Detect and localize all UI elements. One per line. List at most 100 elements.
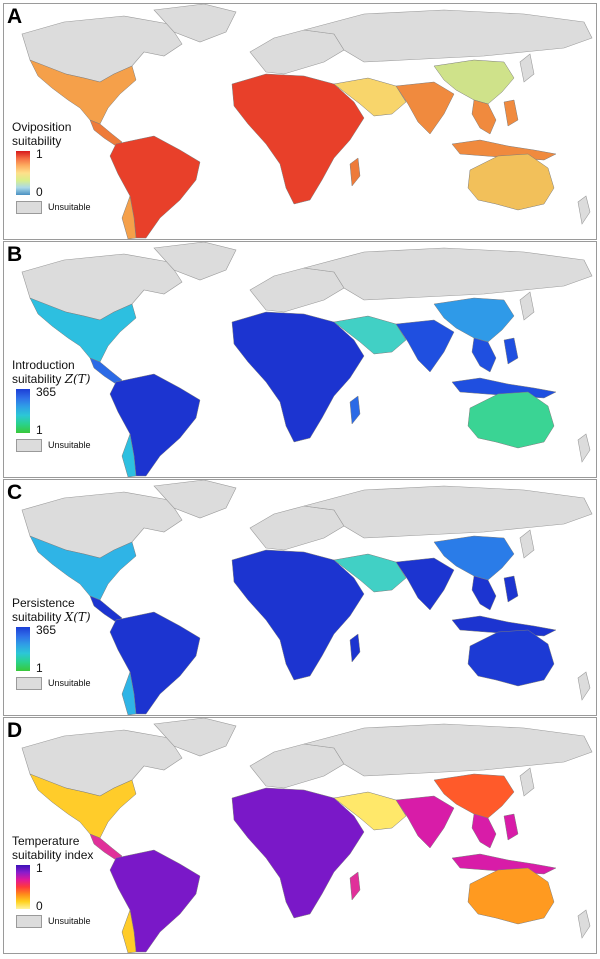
land-madagascar: [349, 871, 361, 901]
land-australia: [467, 867, 555, 925]
color-ramp: [16, 627, 30, 671]
land-india: [395, 319, 455, 373]
land-africa: [231, 549, 365, 681]
land-centralAm: [89, 357, 123, 385]
unsuitable-label: Unsuitable: [48, 916, 91, 926]
world-map: [21, 242, 593, 477]
land-philippines: [503, 575, 519, 603]
world-map: [21, 4, 593, 239]
legend-title: Temperature suitability index: [12, 834, 94, 862]
land-russia-unsuitable: [303, 485, 593, 539]
color-ramp: [16, 389, 30, 433]
unsuitable-label: Unsuitable: [48, 440, 91, 450]
land-australia: [467, 153, 555, 211]
land-asiaSouth: [433, 297, 515, 343]
legend-min-label: 1: [36, 661, 43, 675]
legend-max-label: 1: [36, 147, 43, 161]
panel-letter: B: [7, 243, 23, 266]
land-madagascar: [349, 633, 361, 663]
legend-min-label: 1: [36, 423, 43, 437]
land-indonesia: [451, 377, 557, 399]
legend-min-label: 0: [36, 899, 43, 913]
unsuitable-swatch: [16, 439, 42, 452]
legend: Persistence suitability X(T) 365 1 Unsuitabl…: [12, 596, 91, 690]
legend-max-label: 1: [36, 861, 43, 875]
panel-letter: D: [7, 719, 23, 742]
land-newZealand-unsuitable: [577, 909, 591, 939]
legend-title: Persistence suitability X(T): [12, 596, 91, 624]
land-australia: [467, 391, 555, 449]
land-madagascar: [349, 395, 361, 425]
land-japan-unsuitable: [519, 53, 535, 83]
land-newZealand-unsuitable: [577, 671, 591, 701]
land-southAmerica: [109, 373, 201, 477]
land-southAmTip: [121, 195, 137, 239]
unsuitable-swatch: [16, 915, 42, 928]
land-greenland-unsuitable: [153, 718, 237, 757]
land-europe-unsuitable: [249, 505, 345, 551]
land-usMexico: [29, 773, 137, 839]
land-india: [395, 81, 455, 135]
unsuitable-label: Unsuitable: [48, 202, 91, 212]
land-europe-unsuitable: [249, 267, 345, 313]
land-europe-unsuitable: [249, 29, 345, 75]
land-madagascar: [349, 157, 361, 187]
land-newZealand-unsuitable: [577, 433, 591, 463]
land-southAmTip: [121, 909, 137, 953]
land-southAmTip: [121, 433, 137, 477]
land-centralAm: [89, 833, 123, 861]
legend-title: Oviposition suitability: [12, 120, 72, 148]
legend-title: Introduction suitability Z(T): [12, 358, 91, 386]
land-seAsia: [471, 575, 497, 611]
land-africa: [231, 73, 365, 205]
land-seAsia: [471, 813, 497, 849]
land-africa: [231, 787, 365, 919]
land-russia-unsuitable: [303, 247, 593, 301]
land-seAsia: [471, 337, 497, 373]
land-philippines: [503, 813, 519, 841]
land-africa: [231, 311, 365, 443]
land-russia-unsuitable: [303, 723, 593, 777]
legend: Introduction suitability Z(T) 365 1 Unsuitab…: [12, 358, 91, 452]
land-seAsia: [471, 99, 497, 135]
land-southAmerica: [109, 135, 201, 239]
panel-letter: C: [7, 481, 23, 504]
legend-min-label: 0: [36, 185, 43, 199]
world-map: [21, 480, 593, 715]
legend-max-label: 365: [36, 623, 57, 637]
land-philippines: [503, 337, 519, 365]
panel-c: C Persistence suitability X(T) 365 1 Unsuitab…: [3, 479, 597, 716]
land-japan-unsuitable: [519, 767, 535, 797]
land-philippines: [503, 99, 519, 127]
land-centralAm: [89, 119, 123, 147]
land-indonesia: [451, 615, 557, 637]
land-southAmerica: [109, 849, 201, 953]
legend: Temperature suitability index 1 0 Unsuitable: [12, 834, 94, 928]
panel-d: D Temperature suitability index 1 0 Unsuitabl…: [3, 717, 597, 954]
panel-b: B Introduction suitability Z(T) 365 1 Unsuita…: [3, 241, 597, 478]
unsuitable-swatch: [16, 201, 42, 214]
land-indonesia: [451, 853, 557, 875]
land-europe-unsuitable: [249, 743, 345, 789]
land-newZealand-unsuitable: [577, 195, 591, 225]
land-russia-unsuitable: [303, 9, 593, 63]
land-middleEast: [333, 315, 407, 355]
panel-a: A Oviposition suitability 1 0 Unsuitable: [3, 3, 597, 240]
land-india: [395, 557, 455, 611]
land-australia: [467, 629, 555, 687]
land-usMexico: [29, 297, 137, 363]
unsuitable-label: Unsuitable: [48, 678, 91, 688]
color-ramp: [16, 865, 30, 909]
land-middleEast: [333, 77, 407, 117]
color-ramp: [16, 151, 30, 195]
land-middleEast: [333, 791, 407, 831]
land-asiaSouth: [433, 535, 515, 581]
land-centralAm: [89, 595, 123, 623]
land-indonesia: [451, 139, 557, 161]
land-asiaSouth: [433, 59, 515, 105]
land-greenland-unsuitable: [153, 4, 237, 43]
land-japan-unsuitable: [519, 529, 535, 559]
land-southAmTip: [121, 671, 137, 715]
land-usMexico: [29, 59, 137, 125]
land-asiaSouth: [433, 773, 515, 819]
